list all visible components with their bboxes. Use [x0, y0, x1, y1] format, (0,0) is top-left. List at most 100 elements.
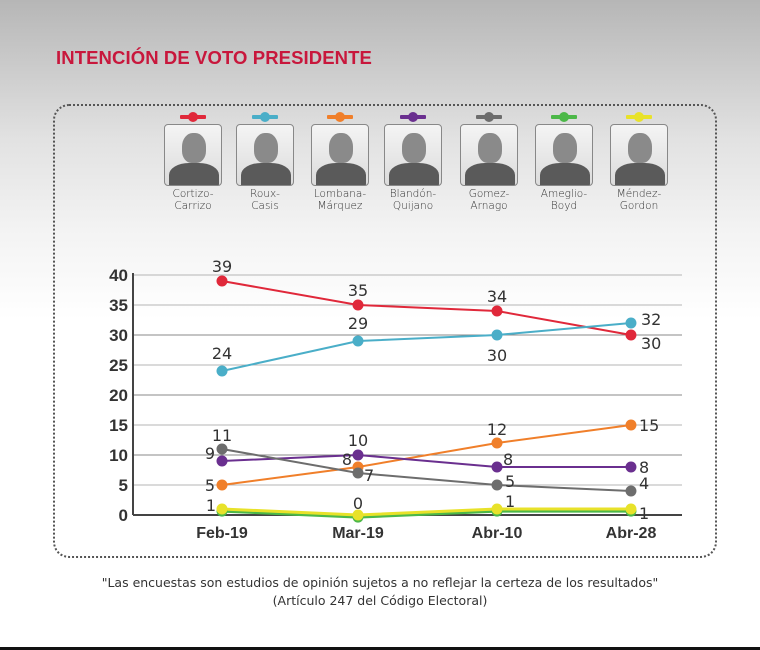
data-label: 30 — [487, 346, 507, 365]
legend-marker-icon — [626, 112, 652, 122]
candidate-photo — [311, 124, 369, 186]
candidate-photo — [236, 124, 294, 186]
photo-head-shape — [254, 133, 278, 163]
candidate-card: Gomez- Arnago — [454, 112, 524, 212]
data-label: 39 — [212, 257, 232, 276]
data-point — [352, 467, 364, 479]
footnote-quote: "Las encuestas son estudios de opinión s… — [101, 575, 659, 590]
gridlines — [133, 274, 682, 486]
x-tick-label: Mar-19 — [332, 525, 384, 542]
data-point — [216, 503, 228, 515]
candidate-card: Cortizo- Carrizo — [158, 112, 228, 212]
footnote-source: (Artículo 247 del Código Electoral) — [272, 593, 488, 608]
y-tick-label: 20 — [109, 386, 128, 405]
legend-marker-icon — [180, 112, 206, 122]
data-point — [625, 503, 637, 515]
data-label: 8 — [503, 450, 513, 469]
data-point — [625, 485, 637, 497]
legend-marker-icon — [327, 112, 353, 122]
data-point — [625, 329, 637, 341]
data-label: 15 — [639, 416, 659, 435]
data-point — [491, 461, 503, 473]
data-point — [491, 437, 503, 449]
data-point — [352, 299, 364, 311]
data-label: 1 — [639, 504, 649, 523]
y-tick-label: 5 — [119, 476, 128, 495]
data-point — [491, 305, 503, 317]
data-label: 12 — [487, 420, 507, 439]
candidate-photo — [384, 124, 442, 186]
data-label: 8 — [639, 458, 649, 477]
photo-body-shape — [169, 163, 219, 185]
photo-head-shape — [329, 133, 353, 163]
photo-body-shape — [465, 163, 515, 185]
data-label: 32 — [641, 310, 661, 329]
chart-frame — [53, 104, 717, 558]
candidate-card: Blandón- Quijano — [378, 112, 448, 212]
data-point — [491, 329, 503, 341]
photo-head-shape — [628, 133, 652, 163]
data-point — [216, 443, 228, 455]
candidate-name: Blandón- Quijano — [389, 188, 437, 212]
data-point — [625, 419, 637, 431]
photo-body-shape — [540, 163, 590, 185]
series-line — [221, 509, 631, 519]
y-tick-label: 30 — [109, 326, 128, 345]
photo-body-shape — [615, 163, 665, 185]
legend-marker-icon — [400, 112, 426, 122]
series-line — [221, 448, 632, 492]
data-label: 30 — [641, 334, 661, 353]
y-tick-label: 10 — [109, 446, 128, 465]
data-point — [491, 479, 503, 491]
legend-marker-icon — [252, 112, 278, 122]
photo-body-shape — [241, 163, 291, 185]
y-tick-labels: 0 5 10 15 20 25 30 35 40 — [109, 266, 128, 525]
x-tick-label: Feb-19 — [196, 525, 248, 542]
photo-head-shape — [402, 133, 426, 163]
data-label: 11 — [212, 426, 232, 445]
data-label: 29 — [348, 314, 368, 333]
y-tick-label: 35 — [109, 296, 128, 315]
data-point — [216, 365, 228, 377]
candidate-name: Méndez- Gordon — [616, 188, 662, 212]
data-label: 5 — [505, 472, 515, 491]
data-label: 5 — [205, 476, 215, 495]
photo-body-shape — [389, 163, 439, 185]
photo-body-shape — [316, 163, 366, 185]
photo-head-shape — [182, 133, 206, 163]
y-tick-label: 0 — [119, 506, 128, 525]
data-label: 35 — [348, 281, 368, 300]
data-point — [352, 335, 364, 347]
candidate-card: Lombana- Márquez — [305, 112, 375, 212]
data-point — [216, 455, 228, 467]
data-label: 10 — [348, 431, 368, 450]
series-line — [221, 424, 632, 486]
candidate-card: Méndez- Gordon — [604, 112, 674, 212]
photo-head-shape — [478, 133, 502, 163]
candidate-name: Gomez- Arnago — [468, 188, 510, 212]
candidate-photo — [610, 124, 668, 186]
data-label: 9 — [205, 444, 215, 463]
y-tick-label: 25 — [109, 356, 128, 375]
series-line — [221, 453, 631, 468]
data-label: 1 — [505, 492, 515, 511]
candidate-photo — [460, 124, 518, 186]
data-point — [352, 509, 364, 521]
data-label: 8 — [342, 450, 352, 469]
series-lines — [221, 280, 632, 519]
data-label: 34 — [487, 287, 507, 306]
series-points — [216, 275, 637, 523]
series-line — [221, 322, 632, 372]
series-line — [221, 507, 631, 517]
candidate-photo — [164, 124, 222, 186]
series-line — [221, 280, 632, 336]
data-point — [352, 449, 364, 461]
axes — [132, 273, 682, 516]
candidate-name: Roux- Casis — [250, 188, 280, 212]
candidate-name: Cortizo- Carrizo — [172, 188, 214, 212]
legend-marker-icon — [551, 112, 577, 122]
bottom-rule — [0, 647, 760, 650]
photo-head-shape — [553, 133, 577, 163]
data-label: 24 — [212, 344, 232, 363]
